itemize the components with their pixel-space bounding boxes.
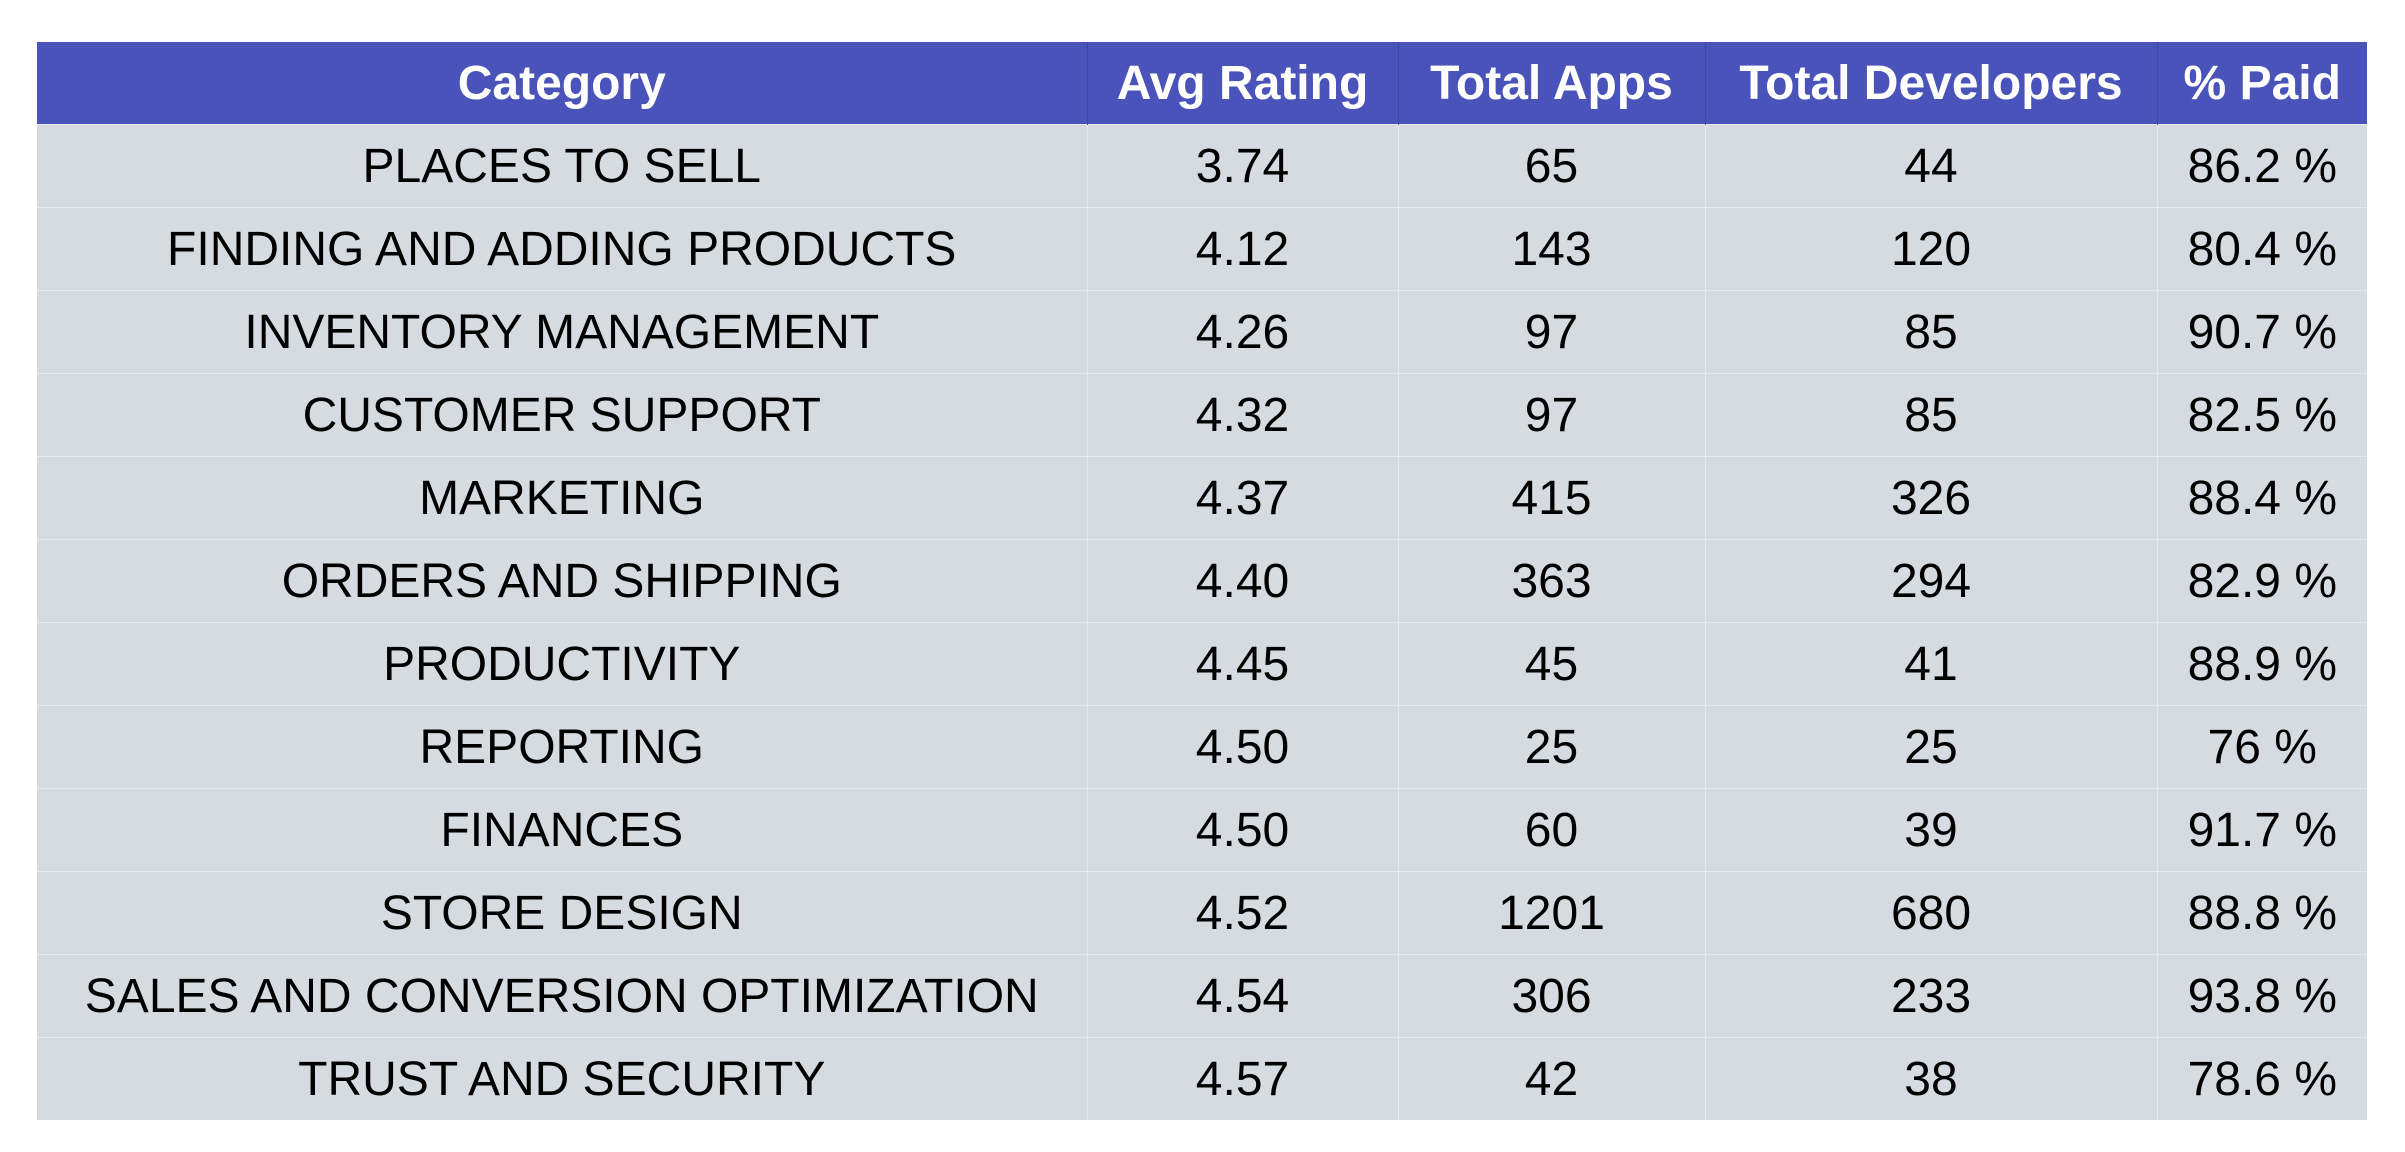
category-cell: REPORTING (37, 705, 1088, 789)
table-row: TRUST AND SECURITY 4.57 42 38 78.6 % (37, 1037, 2367, 1120)
header-total-developers: Total Developers (1705, 42, 2158, 125)
percent-paid-cell: 91.7 % (2157, 788, 2367, 872)
avg-rating-cell: 4.12 (1087, 207, 1399, 291)
total-apps-cell: 143 (1398, 207, 1706, 291)
percent-paid-cell: 88.9 % (2157, 622, 2367, 706)
header-row: Category Avg Rating Total Apps Total Dev… (37, 42, 2367, 125)
avg-rating-cell: 4.50 (1087, 705, 1399, 789)
avg-rating-cell: 4.57 (1087, 1037, 1399, 1120)
data-table: Category Avg Rating Total Apps Total Dev… (37, 42, 2367, 1120)
data-table-container: Category Avg Rating Total Apps Total Dev… (37, 42, 2367, 1120)
total-apps-cell: 42 (1398, 1037, 1706, 1120)
percent-paid-cell: 86.2 % (2157, 124, 2367, 208)
total-apps-cell: 306 (1398, 954, 1706, 1038)
table-row: STORE DESIGN 4.52 1201 680 88.8 % (37, 871, 2367, 955)
category-cell: STORE DESIGN (37, 871, 1088, 955)
avg-rating-cell: 3.74 (1087, 124, 1399, 208)
avg-rating-cell: 4.32 (1087, 373, 1399, 457)
avg-rating-cell: 4.40 (1087, 539, 1399, 623)
avg-rating-cell: 4.26 (1087, 290, 1399, 374)
percent-paid-cell: 82.5 % (2157, 373, 2367, 457)
category-cell: PLACES TO SELL (37, 124, 1088, 208)
total-apps-cell: 45 (1398, 622, 1706, 706)
table-row: PLACES TO SELL 3.74 65 44 86.2 % (37, 124, 2367, 208)
percent-paid-cell: 80.4 % (2157, 207, 2367, 291)
percent-paid-cell: 78.6 % (2157, 1037, 2367, 1120)
total-apps-cell: 97 (1398, 373, 1706, 457)
total-apps-cell: 363 (1398, 539, 1706, 623)
table-row: SALES AND CONVERSION OPTIMIZATION 4.54 306… (37, 954, 2367, 1038)
percent-paid-cell: 76 % (2157, 705, 2367, 789)
category-cell: CUSTOMER SUPPORT (37, 373, 1088, 457)
category-cell: FINANCES (37, 788, 1088, 872)
total-apps-cell: 97 (1398, 290, 1706, 374)
avg-rating-cell: 4.45 (1087, 622, 1399, 706)
percent-paid-cell: 88.4 % (2157, 456, 2367, 540)
category-cell: TRUST AND SECURITY (37, 1037, 1088, 1120)
table-row: FINDING AND ADDING PRODUCTS 4.12 143 120 80.… (37, 207, 2367, 291)
percent-paid-cell: 82.9 % (2157, 539, 2367, 623)
total-apps-cell: 25 (1398, 705, 1706, 789)
total-developers-cell: 680 (1705, 871, 2158, 955)
header-total-apps: Total Apps (1398, 42, 1706, 125)
avg-rating-cell: 4.50 (1087, 788, 1399, 872)
percent-paid-cell: 90.7 % (2157, 290, 2367, 374)
table-row: REPORTING 4.50 25 25 76 % (37, 705, 2367, 789)
total-developers-cell: 294 (1705, 539, 2158, 623)
total-apps-cell: 65 (1398, 124, 1706, 208)
total-developers-cell: 120 (1705, 207, 2158, 291)
total-developers-cell: 85 (1705, 290, 2158, 374)
total-developers-cell: 39 (1705, 788, 2158, 872)
category-cell: SALES AND CONVERSION OPTIMIZATION (37, 954, 1088, 1038)
table-row: MARKETING 4.37 415 326 88.4 % (37, 456, 2367, 540)
percent-paid-cell: 88.8 % (2157, 871, 2367, 955)
percent-paid-cell: 93.8 % (2157, 954, 2367, 1038)
category-cell: MARKETING (37, 456, 1088, 540)
total-apps-cell: 1201 (1398, 871, 1706, 955)
table-row: FINANCES 4.50 60 39 91.7 % (37, 788, 2367, 872)
total-developers-cell: 38 (1705, 1037, 2158, 1120)
table-body: PLACES TO SELL 3.74 65 44 86.2 % FINDING AND … (37, 124, 2367, 1120)
avg-rating-cell: 4.54 (1087, 954, 1399, 1038)
total-developers-cell: 44 (1705, 124, 2158, 208)
avg-rating-cell: 4.37 (1087, 456, 1399, 540)
category-cell: PRODUCTIVITY (37, 622, 1088, 706)
total-developers-cell: 326 (1705, 456, 2158, 540)
category-cell: INVENTORY MANAGEMENT (37, 290, 1088, 374)
category-cell: FINDING AND ADDING PRODUCTS (37, 207, 1088, 291)
total-developers-cell: 85 (1705, 373, 2158, 457)
table-row: ORDERS AND SHIPPING 4.40 363 294 82.9 % (37, 539, 2367, 623)
header-category: Category (37, 42, 1088, 125)
header-avg-rating: Avg Rating (1087, 42, 1399, 125)
table-row: INVENTORY MANAGEMENT 4.26 97 85 90.7 % (37, 290, 2367, 374)
total-apps-cell: 415 (1398, 456, 1706, 540)
total-apps-cell: 60 (1398, 788, 1706, 872)
category-cell: ORDERS AND SHIPPING (37, 539, 1088, 623)
total-developers-cell: 25 (1705, 705, 2158, 789)
table-row: CUSTOMER SUPPORT 4.32 97 85 82.5 % (37, 373, 2367, 457)
total-developers-cell: 233 (1705, 954, 2158, 1038)
total-developers-cell: 41 (1705, 622, 2158, 706)
avg-rating-cell: 4.52 (1087, 871, 1399, 955)
header-percent-paid: % Paid (2157, 42, 2367, 125)
table-header: Category Avg Rating Total Apps Total Dev… (37, 42, 2367, 125)
table-row: PRODUCTIVITY 4.45 45 41 88.9 % (37, 622, 2367, 706)
